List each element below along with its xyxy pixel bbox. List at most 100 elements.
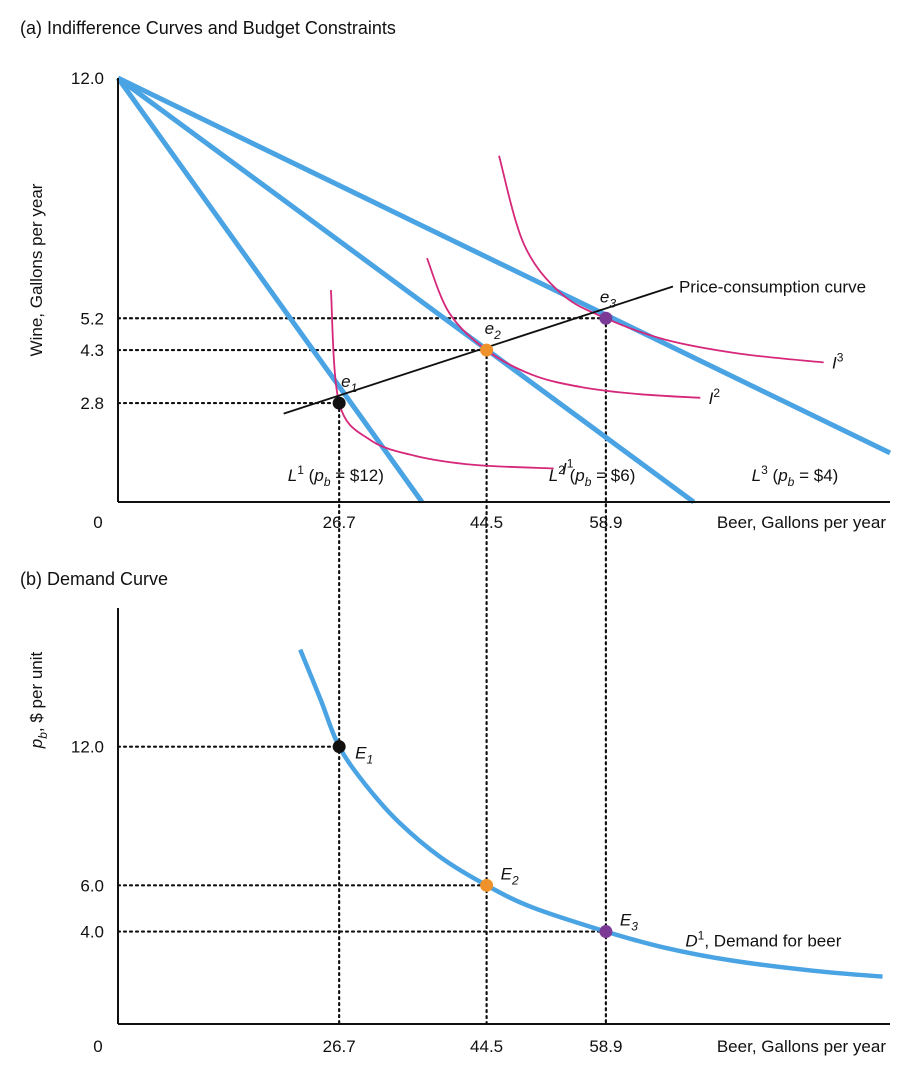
label-demand-curve-sup: 1 xyxy=(698,928,705,942)
label-E1-sub: 1 xyxy=(367,753,374,767)
label-demand-curve-tail: , Demand for beer xyxy=(704,931,841,950)
budget-lines xyxy=(115,75,892,505)
label-L1-head: L xyxy=(288,466,297,485)
price-consumption-curve xyxy=(283,285,674,415)
label-I2-sup: 2 xyxy=(713,386,720,400)
panel-b-y-tick-2: 4.0 xyxy=(80,923,104,942)
panel-b-y-axis-title-sub: b xyxy=(36,732,50,739)
demand-curve xyxy=(298,648,883,979)
label-L3: L3 (pb = $4) xyxy=(752,463,839,489)
budget-line-L1 xyxy=(115,76,425,504)
panel-a-x-tick-0: 26.7 xyxy=(323,513,356,532)
label-demand-curve: D1, Demand for beer xyxy=(685,928,841,950)
panel-b-guides xyxy=(116,745,607,933)
point-E3 xyxy=(599,925,613,939)
label-L3-sup: 3 xyxy=(761,463,768,477)
budget-line-L2 xyxy=(116,75,696,505)
label-L1-sub: b xyxy=(324,475,331,489)
label-L3-price: = $4) xyxy=(794,466,838,485)
label-I2: I2 xyxy=(709,386,721,408)
panel-a-x-tick-labels: 26.7 44.5 58.9 xyxy=(323,513,623,532)
label-e1: e1 xyxy=(341,372,357,395)
panel-a-y-tick-2: 4.3 xyxy=(80,341,104,360)
label-E3-head: E xyxy=(620,911,632,930)
label-L1-p: p xyxy=(313,466,323,485)
panel-a-x-tick-1: 44.5 xyxy=(470,513,503,532)
panel-a-x-tick-2: 58.9 xyxy=(589,513,622,532)
panel-b: (b) Demand Curve pb, $ per unit Beer, Ga… xyxy=(20,569,890,1056)
label-I1-head: I xyxy=(562,459,567,478)
label-L3-p: p xyxy=(777,466,787,485)
demand-curve-group xyxy=(298,648,883,979)
panel-a-curve-labels: L1 (pb = $12) L2 (pb = $6) L3 (pb = $4)I1I… xyxy=(288,277,866,488)
label-e3-sub: 3 xyxy=(609,296,616,310)
panel-b-title: (b) Demand Curve xyxy=(20,569,168,589)
label-L2: L2 (pb = $6) xyxy=(549,463,636,489)
label-E2: E2 xyxy=(501,864,519,887)
label-I3-sup: 3 xyxy=(837,350,844,364)
label-e1-sub: 1 xyxy=(351,381,358,395)
panel-a-equilibrium-points xyxy=(332,311,613,410)
indifference-curves xyxy=(330,155,824,470)
label-e2: e2 xyxy=(485,319,501,342)
label-L2-open: ( xyxy=(565,466,576,485)
panel-a-x-axis-title: Beer, Gallons per year xyxy=(717,513,886,532)
panel-a-y-tick-3: 2.8 xyxy=(80,394,104,413)
label-L1-open: ( xyxy=(304,466,315,485)
label-e3: e3 xyxy=(600,287,616,310)
panel-a-guides xyxy=(116,317,607,1026)
panel-a-origin-label: 0 xyxy=(93,513,102,532)
panel-b-y-axis-title-tail: , $ per unit xyxy=(27,651,46,732)
panel-a-y-tick-1: 5.2 xyxy=(80,309,104,328)
label-E1-head: E xyxy=(355,744,367,763)
label-L3-head: L xyxy=(752,466,761,485)
label-e1-head: e xyxy=(341,372,350,391)
panel-b-y-tick-1: 6.0 xyxy=(80,876,104,895)
label-E2-head: E xyxy=(501,864,513,883)
label-L3-open: ( xyxy=(768,466,779,485)
price-consumption-curve-group xyxy=(283,285,674,415)
point-e1 xyxy=(332,396,346,410)
panel-b-y-tick-0: 12.0 xyxy=(71,738,104,757)
panel-b-x-tick-2: 58.9 xyxy=(589,1037,622,1056)
label-e2-head: e xyxy=(485,319,494,338)
label-L2-head: L xyxy=(549,466,558,485)
label-I3: I3 xyxy=(832,350,844,372)
label-L2-p: p xyxy=(574,466,584,485)
label-L2-price: = $6) xyxy=(591,466,635,485)
panel-b-y-axis-title-head: p xyxy=(27,739,46,749)
label-L1-sup: 1 xyxy=(297,463,304,477)
label-L1-price: = $12) xyxy=(331,466,384,485)
panel-b-x-tick-labels: 26.7 44.5 58.9 xyxy=(323,1037,623,1056)
panel-b-x-tick-1: 44.5 xyxy=(470,1037,503,1056)
label-e2-sub: 2 xyxy=(493,328,501,342)
label-I1-sup: 1 xyxy=(567,456,574,470)
panel-b-origin-label: 0 xyxy=(93,1037,102,1056)
indifference-curve-I2 xyxy=(426,257,701,399)
label-L3-sub: b xyxy=(788,475,795,489)
panel-b-y-tick-labels: 12.0 6.0 4.0 xyxy=(71,738,104,942)
label-I1: I1 xyxy=(562,456,574,478)
panel-a-y-tick-0: 12.0 xyxy=(71,69,104,88)
label-L1: L1 (pb = $12) xyxy=(288,463,384,489)
label-E3: E3 xyxy=(620,911,638,934)
point-E2 xyxy=(480,878,494,892)
point-e3 xyxy=(599,311,613,325)
label-E2-sub: 2 xyxy=(511,873,519,887)
panel-b-equilibrium-points xyxy=(332,740,613,939)
indifference-curve-I3 xyxy=(498,155,824,364)
label-E1: E1 xyxy=(355,744,373,767)
panel-b-x-axis-title: Beer, Gallons per year xyxy=(717,1037,886,1056)
label-I2-head: I xyxy=(709,389,714,408)
panel-b-x-tick-0: 26.7 xyxy=(323,1037,356,1056)
point-e2 xyxy=(480,343,494,357)
label-price-consumption-curve: Price-consumption curve xyxy=(679,277,866,296)
panel-a-y-tick-labels: 12.0 5.2 4.3 2.8 xyxy=(71,69,104,413)
label-demand-curve-head: D xyxy=(685,931,697,950)
panel-a: (a) Indifference Curves and Budget Const… xyxy=(20,18,892,1026)
panel-a-title: (a) Indifference Curves and Budget Const… xyxy=(20,18,396,38)
point-E1 xyxy=(332,740,346,754)
label-L2-sup: 2 xyxy=(558,463,565,477)
